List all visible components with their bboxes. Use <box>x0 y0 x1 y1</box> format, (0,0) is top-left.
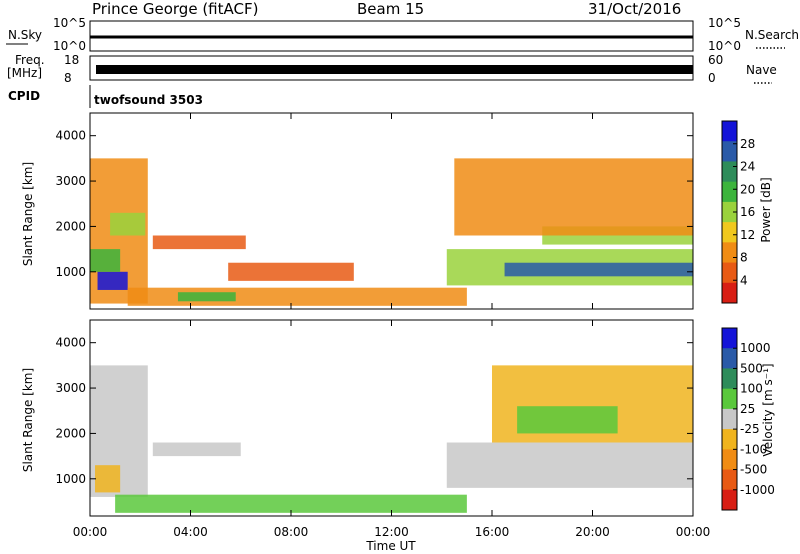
nsky-label: N.Sky <box>8 28 42 42</box>
nsearch-tick-low: 10^0 <box>708 39 741 53</box>
velocity-colorbar-label-3: 25 <box>740 402 755 416</box>
power-colorbar: 28 24 20 16 12 8 4 <box>721 120 755 304</box>
velocity-region-2 <box>115 494 467 513</box>
power-colorbar-label: Power [dB] <box>759 177 773 242</box>
velocity-ytick-label-3: 4000 <box>55 336 86 350</box>
power-colorbar-swatch-7 <box>722 262 737 284</box>
power-colorbar-label-6: 4 <box>740 273 748 287</box>
power-colorbar-swatch-6 <box>722 242 737 264</box>
time-axis-ticks: 00:00 04:00 08:00 12:00 16:00 20:00 00:00 <box>73 525 711 539</box>
velocity-colorbar-label-5: -100 <box>740 442 767 456</box>
power-heatmap-cells <box>90 158 693 306</box>
nave-label: Nave <box>746 63 777 77</box>
velocity-colorbar-swatch-3 <box>722 388 737 410</box>
velocity-colorbar-label-7: -1000 <box>740 483 775 497</box>
freq-label: Freq. <box>15 53 45 67</box>
velocity-region-6 <box>517 406 618 434</box>
freq-tick-high: 18 <box>64 53 79 67</box>
velocity-ytick-label-2: 3000 <box>55 381 86 395</box>
nsearch-tick-high: 10^5 <box>708 16 741 30</box>
power-colorbar-label-1: 24 <box>740 160 755 174</box>
freq-tick-low: 8 <box>64 71 72 85</box>
velocity-colorbar-swatch-0 <box>722 328 737 349</box>
power-ylabel: Slant Range [km] <box>21 162 35 266</box>
velocity-ytick-label-0: 1000 <box>55 472 86 486</box>
velocity-colorbar-swatch-6 <box>722 449 737 471</box>
time-tick-label-4: 16:00 <box>475 525 510 539</box>
velocity-ylabel: Slant Range [km] <box>21 368 35 472</box>
nsky-tick-high: 10^5 <box>53 16 86 30</box>
power-colorbar-label-5: 8 <box>740 251 748 265</box>
power-colorbar-swatch-1 <box>722 141 737 162</box>
power-region-2 <box>90 249 121 272</box>
power-colorbar-label-4: 12 <box>740 228 755 242</box>
time-tick-label-0: 00:00 <box>73 525 108 539</box>
nsearch-label: N.Search <box>745 28 799 42</box>
power-ytick-label-0: 1000 <box>55 265 86 279</box>
date-title: 31/Oct/2016 <box>588 0 681 18</box>
velocity-ytick-label-1: 2000 <box>55 426 86 440</box>
power-colorbar-swatch-3 <box>722 181 737 203</box>
nsky-tick-low: 10^0 <box>53 39 86 53</box>
velocity-colorbar-label-0: 1000 <box>740 341 771 355</box>
velocity-colorbar-swatch-2 <box>722 368 737 390</box>
velocity-colorbar-label-2: 100 <box>740 382 763 396</box>
velocity-colorbar-label-4: -25 <box>740 422 760 436</box>
time-tick-label-6: 00:00 <box>676 525 711 539</box>
time-axis-label: Time UT <box>365 539 416 553</box>
power-region-3 <box>110 212 146 236</box>
power-axes: 1000 2000 3000 4000 <box>55 113 694 309</box>
power-colorbar-label-0: 28 <box>740 137 755 151</box>
power-region-7 <box>228 262 354 281</box>
velocity-colorbar-label-1: 500 <box>740 361 763 375</box>
freq-unit: [MHz] <box>7 66 42 80</box>
time-tick-label-2: 08:00 <box>274 525 309 539</box>
time-tick-label-3: 12:00 <box>374 525 409 539</box>
velocity-colorbar: 1000 500 100 25 -25 -100 -500 -1000 <box>721 327 775 511</box>
power-region-5 <box>177 292 236 302</box>
velocity-heatmap-cells <box>90 365 693 513</box>
velocity-region-4 <box>446 442 693 488</box>
velocity-colorbar-swatch-1 <box>722 348 737 369</box>
power-ytick-label-1: 2000 <box>55 219 86 233</box>
power-ytick-label-3: 4000 <box>55 129 86 143</box>
time-tick-label-5: 20:00 <box>575 525 610 539</box>
power-colorbar-swatch-5 <box>722 222 737 243</box>
velocity-colorbar-label-6: -500 <box>740 463 767 477</box>
freq-trace <box>96 65 693 74</box>
velocity-colorbar-swatch-7 <box>722 469 737 491</box>
nave-tick-low: 0 <box>708 71 716 85</box>
cpid-label: CPID <box>8 89 40 103</box>
power-region-6 <box>152 235 246 250</box>
station-title: Prince George (fitACF) <box>92 0 258 18</box>
power-colorbar-swatch-4 <box>722 201 737 223</box>
time-tick-label-1: 04:00 <box>173 525 208 539</box>
beam-title: Beam 15 <box>357 0 424 18</box>
cpid-value: twofsound 3503 <box>94 93 203 107</box>
power-ytick-label-2: 3000 <box>55 174 86 188</box>
power-region-11 <box>454 158 693 236</box>
power-colorbar-swatch-8 <box>722 282 737 304</box>
velocity-colorbar-swatch-5 <box>722 429 737 450</box>
power-region-9 <box>504 262 693 277</box>
velocity-region-3 <box>152 442 241 457</box>
velocity-region-1 <box>95 465 121 493</box>
velocity-colorbar-frame <box>721 327 738 511</box>
power-colorbar-swatch-0 <box>722 121 737 142</box>
velocity-colorbar-swatch-8 <box>722 489 737 511</box>
power-colorbar-swatch-2 <box>722 161 737 183</box>
power-colorbar-label-2: 20 <box>740 182 755 196</box>
velocity-axes: 1000 2000 3000 4000 <box>55 320 694 516</box>
velocity-colorbar-swatch-4 <box>722 408 737 430</box>
power-region-1 <box>97 271 128 290</box>
power-colorbar-label-3: 16 <box>740 205 755 219</box>
velocity-colorbar-label: Velocity [m s⁻¹] <box>761 363 775 456</box>
nave-tick-high: 60 <box>708 53 723 67</box>
